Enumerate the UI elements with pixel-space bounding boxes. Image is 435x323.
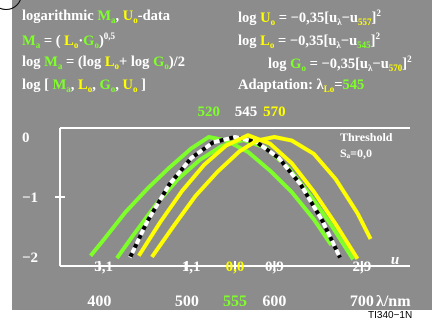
x-tick-nm-label: 400 (87, 293, 111, 310)
x-axis-label: u (391, 252, 399, 268)
x-tick-nm-label: 555 (223, 293, 247, 310)
x-tick-u-label: 2,9 (353, 259, 372, 275)
x-tick-u-label: 0,9 (265, 259, 284, 275)
x-tick-nm-label: 500 (175, 293, 199, 310)
figure-panel (12, 0, 432, 310)
peak-wavelength-label: 545 (235, 104, 258, 120)
header-line2-left: Ma = ( Lo·Go)0,5 (22, 31, 116, 50)
y-tick-label: 0 (22, 130, 30, 146)
x-tick-nm-label: 600 (262, 293, 286, 310)
y-tick-label: −1 (22, 190, 38, 206)
header-line2-right: log Lo = −0,35[uλ−u545]2 (238, 31, 380, 50)
peak-wavelength-label: 520 (198, 104, 221, 120)
series-curve (150, 135, 373, 259)
header-line4-right: Adaptation: λLo=545 (238, 77, 365, 94)
series-curve (128, 135, 342, 259)
figure-code: TI340−1N (368, 310, 413, 321)
x-tick-u-label: −1,1 (173, 259, 200, 275)
header-line3-right: log Go = −0,35[uλ−u570]2 (268, 54, 412, 73)
header-line1-right: log Uo = −0,35[uλ−u557]2 (238, 8, 381, 27)
series-curve (89, 135, 333, 258)
peak-wavelength-label: 570 (263, 104, 286, 120)
x-tick-u-label: 0,0 (226, 259, 245, 275)
threshold-label: Threshold (340, 130, 393, 144)
series-curve (137, 133, 360, 260)
series-curve (128, 135, 342, 259)
header-line3-left: log Ma = (log Lo+ log Go)/2 (22, 54, 185, 71)
header-line4-left: log [ Ma, Lo, Go, Uo ] (22, 77, 146, 94)
x-tick-u-label: −3,1 (86, 259, 113, 275)
x-unit-label: λ/nm (376, 293, 411, 310)
x-tick-nm-label: 700 (350, 293, 374, 310)
header-line1-left: logarithmic Ma, Uo-data (22, 8, 170, 25)
y-tick-label: −2 (22, 250, 38, 266)
threshold-value-label: Sₐ=0,0 (340, 146, 372, 160)
